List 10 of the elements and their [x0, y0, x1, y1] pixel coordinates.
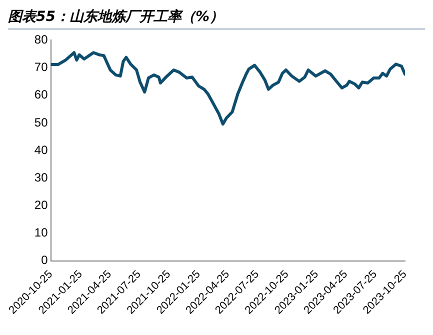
y-tick-label: 20: [34, 198, 48, 212]
y-tick-label: 80: [34, 32, 48, 47]
y-tick-label: 10: [34, 226, 48, 240]
y-tick-label: 0: [41, 253, 48, 268]
y-tick-label: 50: [34, 115, 48, 130]
chart-title: 图表55：山东地炼厂开工率（%）: [8, 8, 425, 30]
y-tick-label: 70: [34, 60, 48, 74]
y-tick-label: 40: [34, 142, 48, 157]
y-tick-label: 30: [34, 170, 48, 184]
y-tick-label: 60: [34, 88, 48, 102]
